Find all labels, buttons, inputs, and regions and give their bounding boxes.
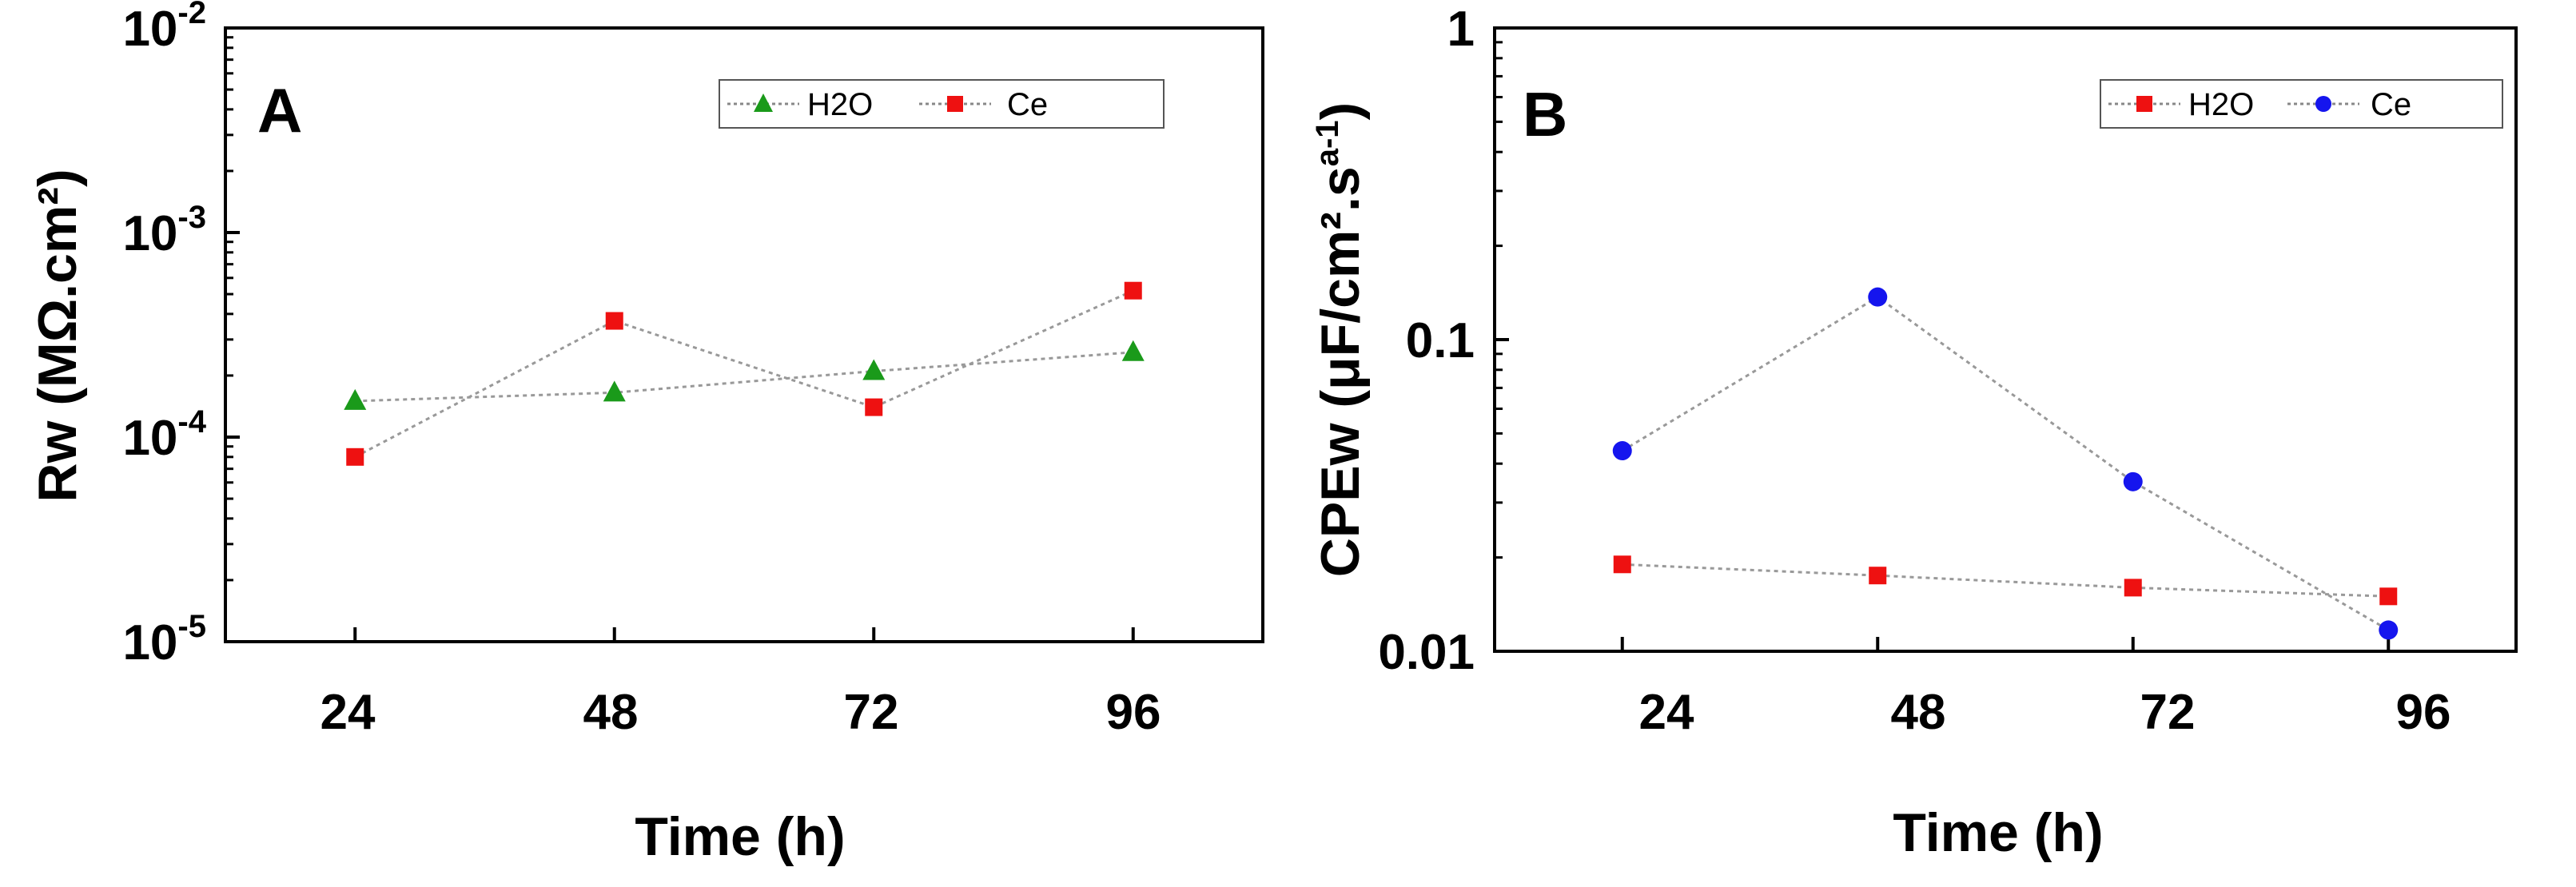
point-a-ce-72 xyxy=(865,398,883,416)
panel-label-a: A xyxy=(257,75,302,145)
legend-label-b-ce: Ce xyxy=(2371,87,2411,122)
y-tick-a-1: 10-3 xyxy=(122,200,206,261)
point-b-ce-96 xyxy=(2379,620,2399,640)
x-tick-b-48: 48 xyxy=(1891,685,1946,740)
y-axis-title-a: Rw (MΩ.cm²) xyxy=(27,169,88,502)
x-tick-a-24: 24 xyxy=(321,685,376,740)
point-b-h2o-96 xyxy=(2379,587,2398,606)
ticks-a xyxy=(225,26,1135,643)
legend-marker-b-h2o xyxy=(2136,96,2152,112)
series-line-b-ce xyxy=(1622,295,2390,631)
panel-b: 1 0.1 0.01 24 48 72 96 Time (h) CPEw (μF… xyxy=(1310,2,2518,863)
y-tick-b-1: 0.1 xyxy=(1406,313,1475,368)
panel-a: 10-2 10-3 10-4 10-5 24 48 72 96 Time (h)… xyxy=(27,0,1264,867)
point-b-ce-24 xyxy=(1612,441,1632,461)
series-a xyxy=(344,281,1145,466)
legend-marker-b-ce xyxy=(2315,96,2331,112)
point-a-h2o-72 xyxy=(862,359,886,380)
legend-label-a-ce: Ce xyxy=(1007,87,1048,122)
x-tick-b-24: 24 xyxy=(1639,685,1694,740)
y-tick-b-0: 1 xyxy=(1447,2,1475,57)
point-b-h2o-24 xyxy=(1613,555,1631,574)
x-tick-b-96: 96 xyxy=(2396,685,2451,740)
y-tick-a-2: 10-4 xyxy=(122,404,206,466)
x-axis-title-b: Time (h) xyxy=(1893,802,2103,863)
panel-label-b: B xyxy=(1523,79,1567,149)
legend-label-b-h2o: H2O xyxy=(2188,87,2254,122)
legend-marker-a-ce xyxy=(947,96,963,112)
point-a-h2o-48 xyxy=(603,380,626,402)
point-a-ce-96 xyxy=(1124,281,1142,300)
x-tick-a-72: 72 xyxy=(844,685,899,740)
y-tick-a-3: 10-5 xyxy=(122,609,206,670)
series-line-a-ce xyxy=(354,289,1134,459)
series-line-b-h2o xyxy=(1622,563,2389,598)
point-a-ce-24 xyxy=(346,447,364,466)
series-b xyxy=(1612,287,2399,640)
ticks-b xyxy=(1495,26,2391,653)
x-tick-a-48: 48 xyxy=(583,685,639,740)
point-b-ce-48 xyxy=(1868,287,1888,307)
point-b-h2o-48 xyxy=(1869,567,1887,585)
point-a-h2o-24 xyxy=(344,388,367,410)
series-line-a-h2o xyxy=(355,351,1133,403)
point-b-ce-72 xyxy=(2123,471,2143,491)
x-axis-title-a: Time (h) xyxy=(635,806,845,867)
y-axis-title-b: CPEw (μF/cm².sa-1) xyxy=(1310,102,1371,577)
point-a-h2o-96 xyxy=(1121,340,1145,361)
point-b-h2o-72 xyxy=(2124,579,2142,597)
plot-area-a xyxy=(224,26,1264,643)
x-tick-b-72: 72 xyxy=(2140,685,2196,740)
legend-marker-a-h2o xyxy=(754,93,773,112)
legend-label-a-h2o: H2O xyxy=(807,87,873,122)
legend-b: H2O Ce xyxy=(2100,79,2503,129)
y-tick-b-2: 0.01 xyxy=(1378,625,1475,680)
y-tick-a-0: 10-2 xyxy=(122,0,206,57)
x-tick-a-96: 96 xyxy=(1106,685,1161,740)
point-a-ce-48 xyxy=(605,312,623,330)
legend-a: H2O Ce xyxy=(719,79,1165,129)
